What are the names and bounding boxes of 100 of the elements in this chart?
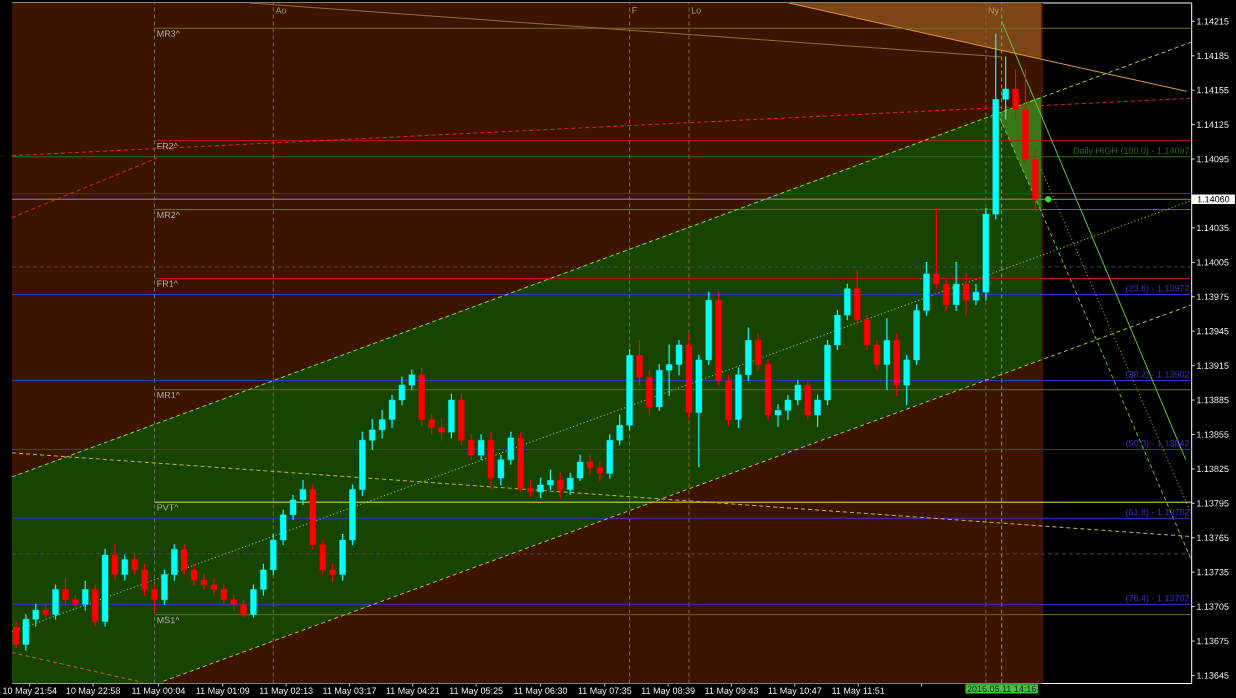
series-label: MS1^ <box>157 616 180 624</box>
candlestick <box>220 584 227 605</box>
candlestick <box>477 433 485 461</box>
y-tick-label: 1.13975 <box>1197 293 1229 300</box>
candlestick <box>755 332 762 371</box>
candlestick <box>210 577 218 596</box>
candlestick <box>349 484 356 546</box>
candlestick <box>873 339 881 371</box>
candlestick <box>12 620 20 649</box>
candlestick <box>32 603 39 627</box>
candlestick <box>250 584 257 618</box>
y-tick-label: 1.13885 <box>1197 396 1229 404</box>
candlestick <box>982 207 990 301</box>
x-tick-label: 11 May 02:13 <box>259 687 313 696</box>
y-tick-label: 1.13675 <box>1197 637 1229 645</box>
series-label: MR1^ <box>157 391 180 399</box>
y-tick-label: 1.13645 <box>1197 672 1229 679</box>
candlestick <box>260 563 267 596</box>
candlestick <box>586 454 594 475</box>
series-label: (61.8) - 1.13782 <box>1126 508 1190 518</box>
candlestick <box>121 554 128 581</box>
candlestick <box>507 431 514 465</box>
candlestick <box>547 469 554 491</box>
candlestick <box>923 261 930 316</box>
x-tick-label: 10 May 22:58 <box>66 687 121 696</box>
candlestick <box>1022 68 1029 165</box>
y-tick-label: 1.14005 <box>1197 259 1229 266</box>
candlestick <box>111 544 119 581</box>
x-tick-label: 11 May 07:35 <box>578 687 632 696</box>
candlestick <box>408 369 415 391</box>
series-label: PVT^ <box>157 504 179 511</box>
candlestick <box>270 533 277 576</box>
candlestick <box>725 374 732 426</box>
y-tick-label: 1.13945 <box>1197 328 1229 335</box>
ref-line-label: Ao <box>275 7 287 14</box>
candlestick <box>814 394 821 428</box>
candlestick <box>1002 56 1009 120</box>
x-tick-label: 11 May 08:39 <box>641 687 695 696</box>
candlestick <box>398 376 406 406</box>
y-tick-label: 1.13705 <box>1197 603 1229 610</box>
candlestick <box>289 494 297 520</box>
y-tick-label: 1.13915 <box>1197 362 1229 369</box>
y-tick-label: 1.13735 <box>1197 569 1229 576</box>
candlestick <box>438 418 445 441</box>
y-tick-label: 1.13825 <box>1197 465 1229 473</box>
series-label: (23.6) - 1.13977 <box>1126 284 1190 294</box>
candlestick <box>537 477 544 499</box>
series-label: FR2^ <box>157 142 178 150</box>
candlestick <box>339 533 346 581</box>
candlestick <box>972 283 980 306</box>
y-tick-label: 1.13765 <box>1197 534 1229 541</box>
x-tick-label: 10 May 21:54 <box>3 687 57 696</box>
candlestick <box>616 414 623 446</box>
candlestick <box>190 563 198 586</box>
x-tick-label: 11 May 09:43 <box>705 687 759 696</box>
candlestick <box>418 367 425 426</box>
candlestick <box>171 544 178 581</box>
ref-line-label: Daily HIGH (100.0) - 1.14097 <box>1073 147 1190 156</box>
x-tick-label: 11 May 00:04 <box>132 687 186 696</box>
candlestick <box>517 431 524 493</box>
candlestick <box>428 414 435 436</box>
candlestick <box>62 577 69 605</box>
candlestick <box>388 394 396 429</box>
series-label: MR2^ <box>157 211 180 219</box>
candlestick <box>992 33 999 220</box>
candlestick <box>913 304 920 366</box>
x-tick-label: 11 May 10:47 <box>768 687 822 696</box>
series-label: (76.4) - 1.13707 <box>1126 594 1190 604</box>
y-tick-label: 1.13855 <box>1197 431 1229 438</box>
x-tick-label: 11 May 03:17 <box>323 687 376 696</box>
series-label: MR3^ <box>157 30 180 37</box>
candlestick <box>665 344 673 397</box>
candlestick <box>784 394 792 421</box>
candlestick <box>804 379 811 421</box>
x-tick-label: 11 May 06:30 <box>514 687 568 696</box>
candlestick <box>82 580 89 611</box>
candlestick <box>448 393 455 439</box>
candlestick <box>962 273 970 316</box>
candlestick <box>943 278 950 312</box>
ref-line-label: Lo <box>691 7 701 14</box>
y-tick-label: 1.14215 <box>1197 18 1229 25</box>
candlestick <box>299 479 307 506</box>
candlestick <box>764 359 772 421</box>
candlestick <box>715 291 722 386</box>
candlestick <box>567 472 574 495</box>
text: 1.14060 <box>1197 196 1230 203</box>
candlestick <box>675 339 683 376</box>
candlestick <box>685 332 693 421</box>
candlestick <box>458 393 465 446</box>
x-tick-label: 11 May 04:21 <box>386 687 440 696</box>
candlestick <box>893 332 900 397</box>
ref-line-label: 2016.05.11 14:16 <box>967 685 1036 693</box>
candlestick <box>854 269 861 327</box>
candlestick <box>280 509 287 546</box>
series-label: (38.2) - 1.13902 <box>1126 370 1190 380</box>
candlestick <box>319 539 326 576</box>
candlestick <box>200 573 208 590</box>
candlestick <box>359 431 366 496</box>
candlestick <box>468 433 475 461</box>
candlestick <box>636 339 643 386</box>
